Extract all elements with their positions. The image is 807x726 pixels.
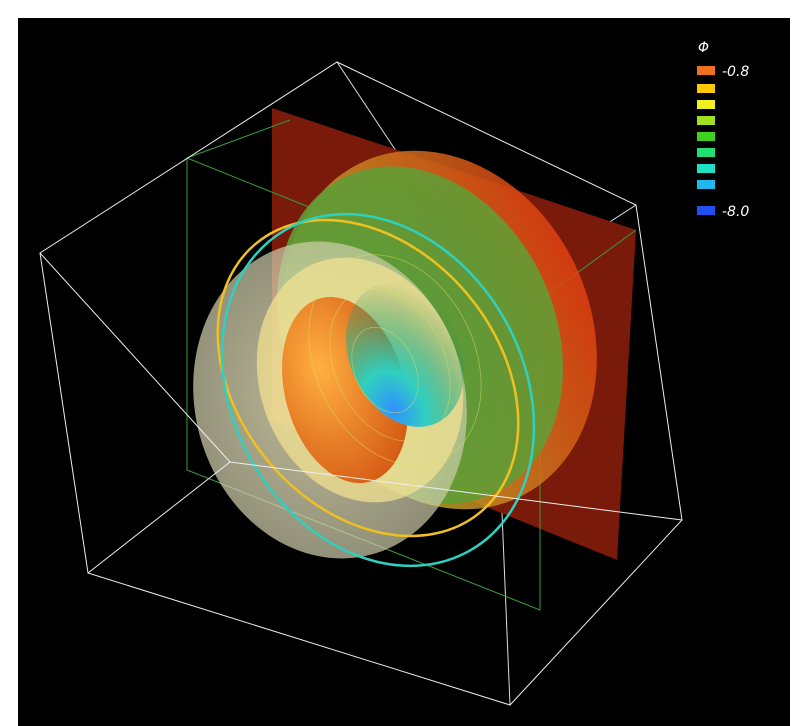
cyan-ring (220, 212, 536, 568)
legend-min-label: -8.0 (722, 204, 749, 220)
color-legend: Φ -0.8 -8.0 (697, 40, 749, 220)
legend-swatch (697, 100, 715, 109)
legend-swatch (697, 206, 715, 215)
bounding-box (39, 61, 683, 706)
legend-swatch (697, 164, 715, 173)
legend-swatch (697, 148, 715, 157)
core (345, 283, 465, 427)
legend-title: Φ (698, 40, 709, 56)
contour-lines (308, 254, 482, 466)
legend-swatch (697, 116, 715, 125)
legend-max-label: -0.8 (722, 64, 749, 80)
legend-swatch (697, 132, 715, 141)
legend-swatch (697, 84, 715, 93)
legend-swatch (697, 180, 715, 189)
legend-swatch (697, 66, 715, 75)
yellow-ring (216, 218, 520, 538)
